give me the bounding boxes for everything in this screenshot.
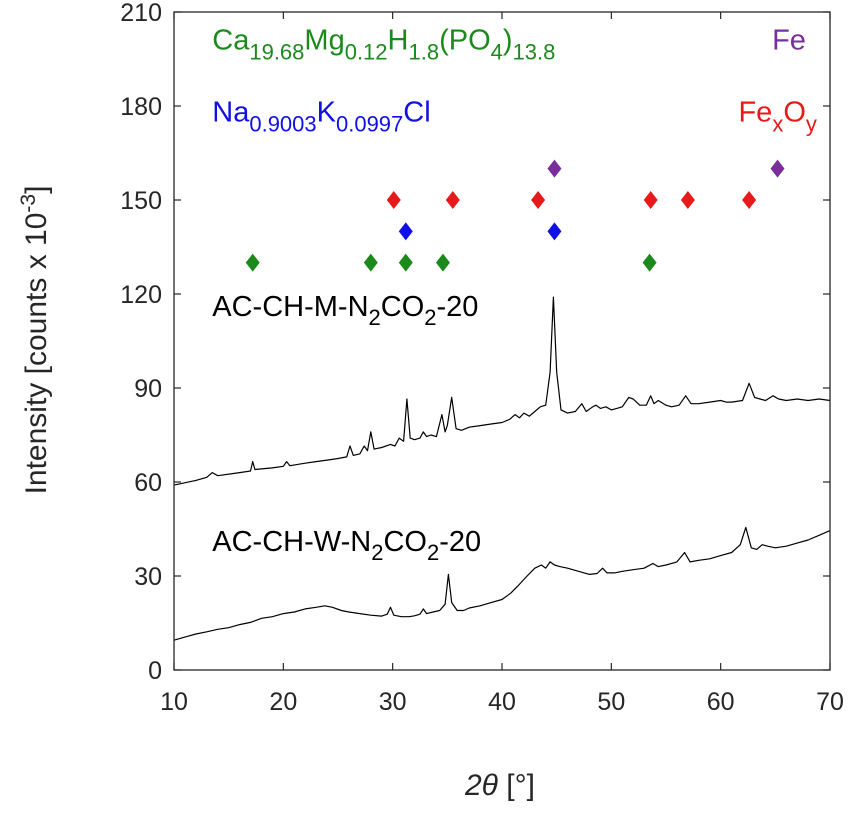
legend-entry-part: 4 [491, 40, 503, 65]
curve-label-part: CO [381, 291, 425, 323]
phase-marker-1 [642, 253, 657, 272]
legend-entry-part: 13.8 [513, 40, 556, 65]
legend-entry-part: Mg [304, 25, 344, 57]
legend-entry-part: O [783, 97, 806, 129]
legend-entry-part: Fe [738, 97, 772, 129]
x-tick-label: 10 [160, 688, 188, 716]
curve-label-1: AC-CH-M-N2CO2-20 [212, 291, 478, 330]
y-tick-label: 60 [134, 469, 162, 497]
x-tick-label: 50 [597, 688, 625, 716]
legend-entry-3: Fe [772, 25, 806, 57]
x-axis-title-unit: [°] [498, 769, 535, 802]
y-tick-label: 30 [134, 563, 162, 591]
legend-entry-part: 0.0997 [336, 112, 403, 137]
legend-layer: Ca19.68Mg0.12H1.8(PO4)13.8 Na0.9003K0.099… [212, 25, 817, 137]
series-line-1 [173, 296, 831, 486]
axes-layer: 10 20 30 40 50 60 70 0 30 60 90 120 150 180 210 [120, 0, 844, 716]
curve-label-part: 2 [369, 305, 381, 330]
curve-label-2: AC-CH-W-N2CO2-20 [212, 526, 481, 565]
legend-entry-part: x [772, 112, 783, 137]
phase-marker-3 [547, 159, 562, 178]
legend-entry-1: Ca19.68Mg0.12H1.8(PO4)13.8 [212, 25, 555, 65]
y-tick-label: 120 [120, 281, 162, 309]
x-tick-label: 70 [816, 688, 844, 716]
y-axis-title: Intensity [counts x 10-3] [17, 186, 54, 495]
legend-entry-part: 0.9003 [249, 112, 316, 137]
x-tick-label: 60 [707, 688, 735, 716]
curve-label-part: CO [383, 526, 427, 558]
legend-entry-part: 1.8 [408, 40, 439, 65]
phase-marker-1 [363, 253, 378, 272]
series-line-2 [173, 526, 831, 641]
y-axis-title-close: ] [20, 186, 53, 194]
phase-marker-4 [386, 191, 401, 209]
phase-marker-1 [398, 253, 413, 272]
x-tick-label: 20 [269, 688, 297, 716]
y-axis-title-exponent: -3 [17, 194, 40, 213]
x-axis-title-symbol: 2θ [464, 769, 499, 802]
curve-label-part: 2 [427, 540, 439, 565]
legend-entry-part: ) [503, 25, 513, 57]
y-tick-label: 210 [120, 0, 162, 27]
curve-label-part: 2 [371, 540, 383, 565]
phase-marker-1 [435, 253, 450, 272]
legend-entry-part: 19.68 [249, 40, 304, 65]
x-tick-label: 30 [379, 688, 407, 716]
y-tick-label: 180 [120, 93, 162, 121]
phase-marker-4 [680, 191, 695, 209]
legend-entry-part: K [317, 97, 337, 129]
x-tick-label: 40 [488, 688, 516, 716]
y-tick-label: 150 [120, 187, 162, 215]
x-axis-title: 2θ [°] [464, 769, 535, 802]
phase-marker-4 [643, 191, 658, 209]
curve-label-part: -20 [439, 526, 481, 558]
legend-entry-part: 0.12 [345, 40, 388, 65]
y-axis-title-main: Intensity [counts x 10 [20, 213, 53, 495]
legend-entry-2: Na0.9003K0.0997Cl [212, 97, 430, 137]
y-tick-label: 90 [134, 375, 162, 403]
legend-entry-part: (PO [439, 25, 491, 57]
curve-label-part: 2 [424, 305, 436, 330]
phase-marker-4 [445, 191, 460, 209]
curve-label-part: AC-CH-M-N [212, 291, 368, 323]
phase-marker-2 [398, 222, 413, 241]
markers-layer [245, 159, 785, 272]
phase-marker-4 [531, 191, 546, 209]
legend-entry-part: Fe [772, 25, 806, 57]
curve-label-part: AC-CH-W-N [212, 526, 371, 558]
phase-marker-2 [547, 222, 562, 241]
phase-marker-4 [742, 191, 757, 209]
phase-marker-3 [770, 159, 785, 178]
curve-label-part: -20 [437, 291, 479, 323]
legend-entry-4: FexOy [738, 97, 816, 137]
curves-layer [173, 296, 831, 641]
phase-marker-1 [245, 253, 260, 272]
y-tick-label: 0 [148, 657, 162, 685]
legend-entry-part: Cl [403, 97, 430, 129]
legend-entry-part: Na [212, 97, 250, 129]
legend-entry-part: Ca [212, 25, 250, 57]
legend-entry-part: y [806, 112, 817, 137]
legend-entry-part: H [388, 25, 409, 57]
